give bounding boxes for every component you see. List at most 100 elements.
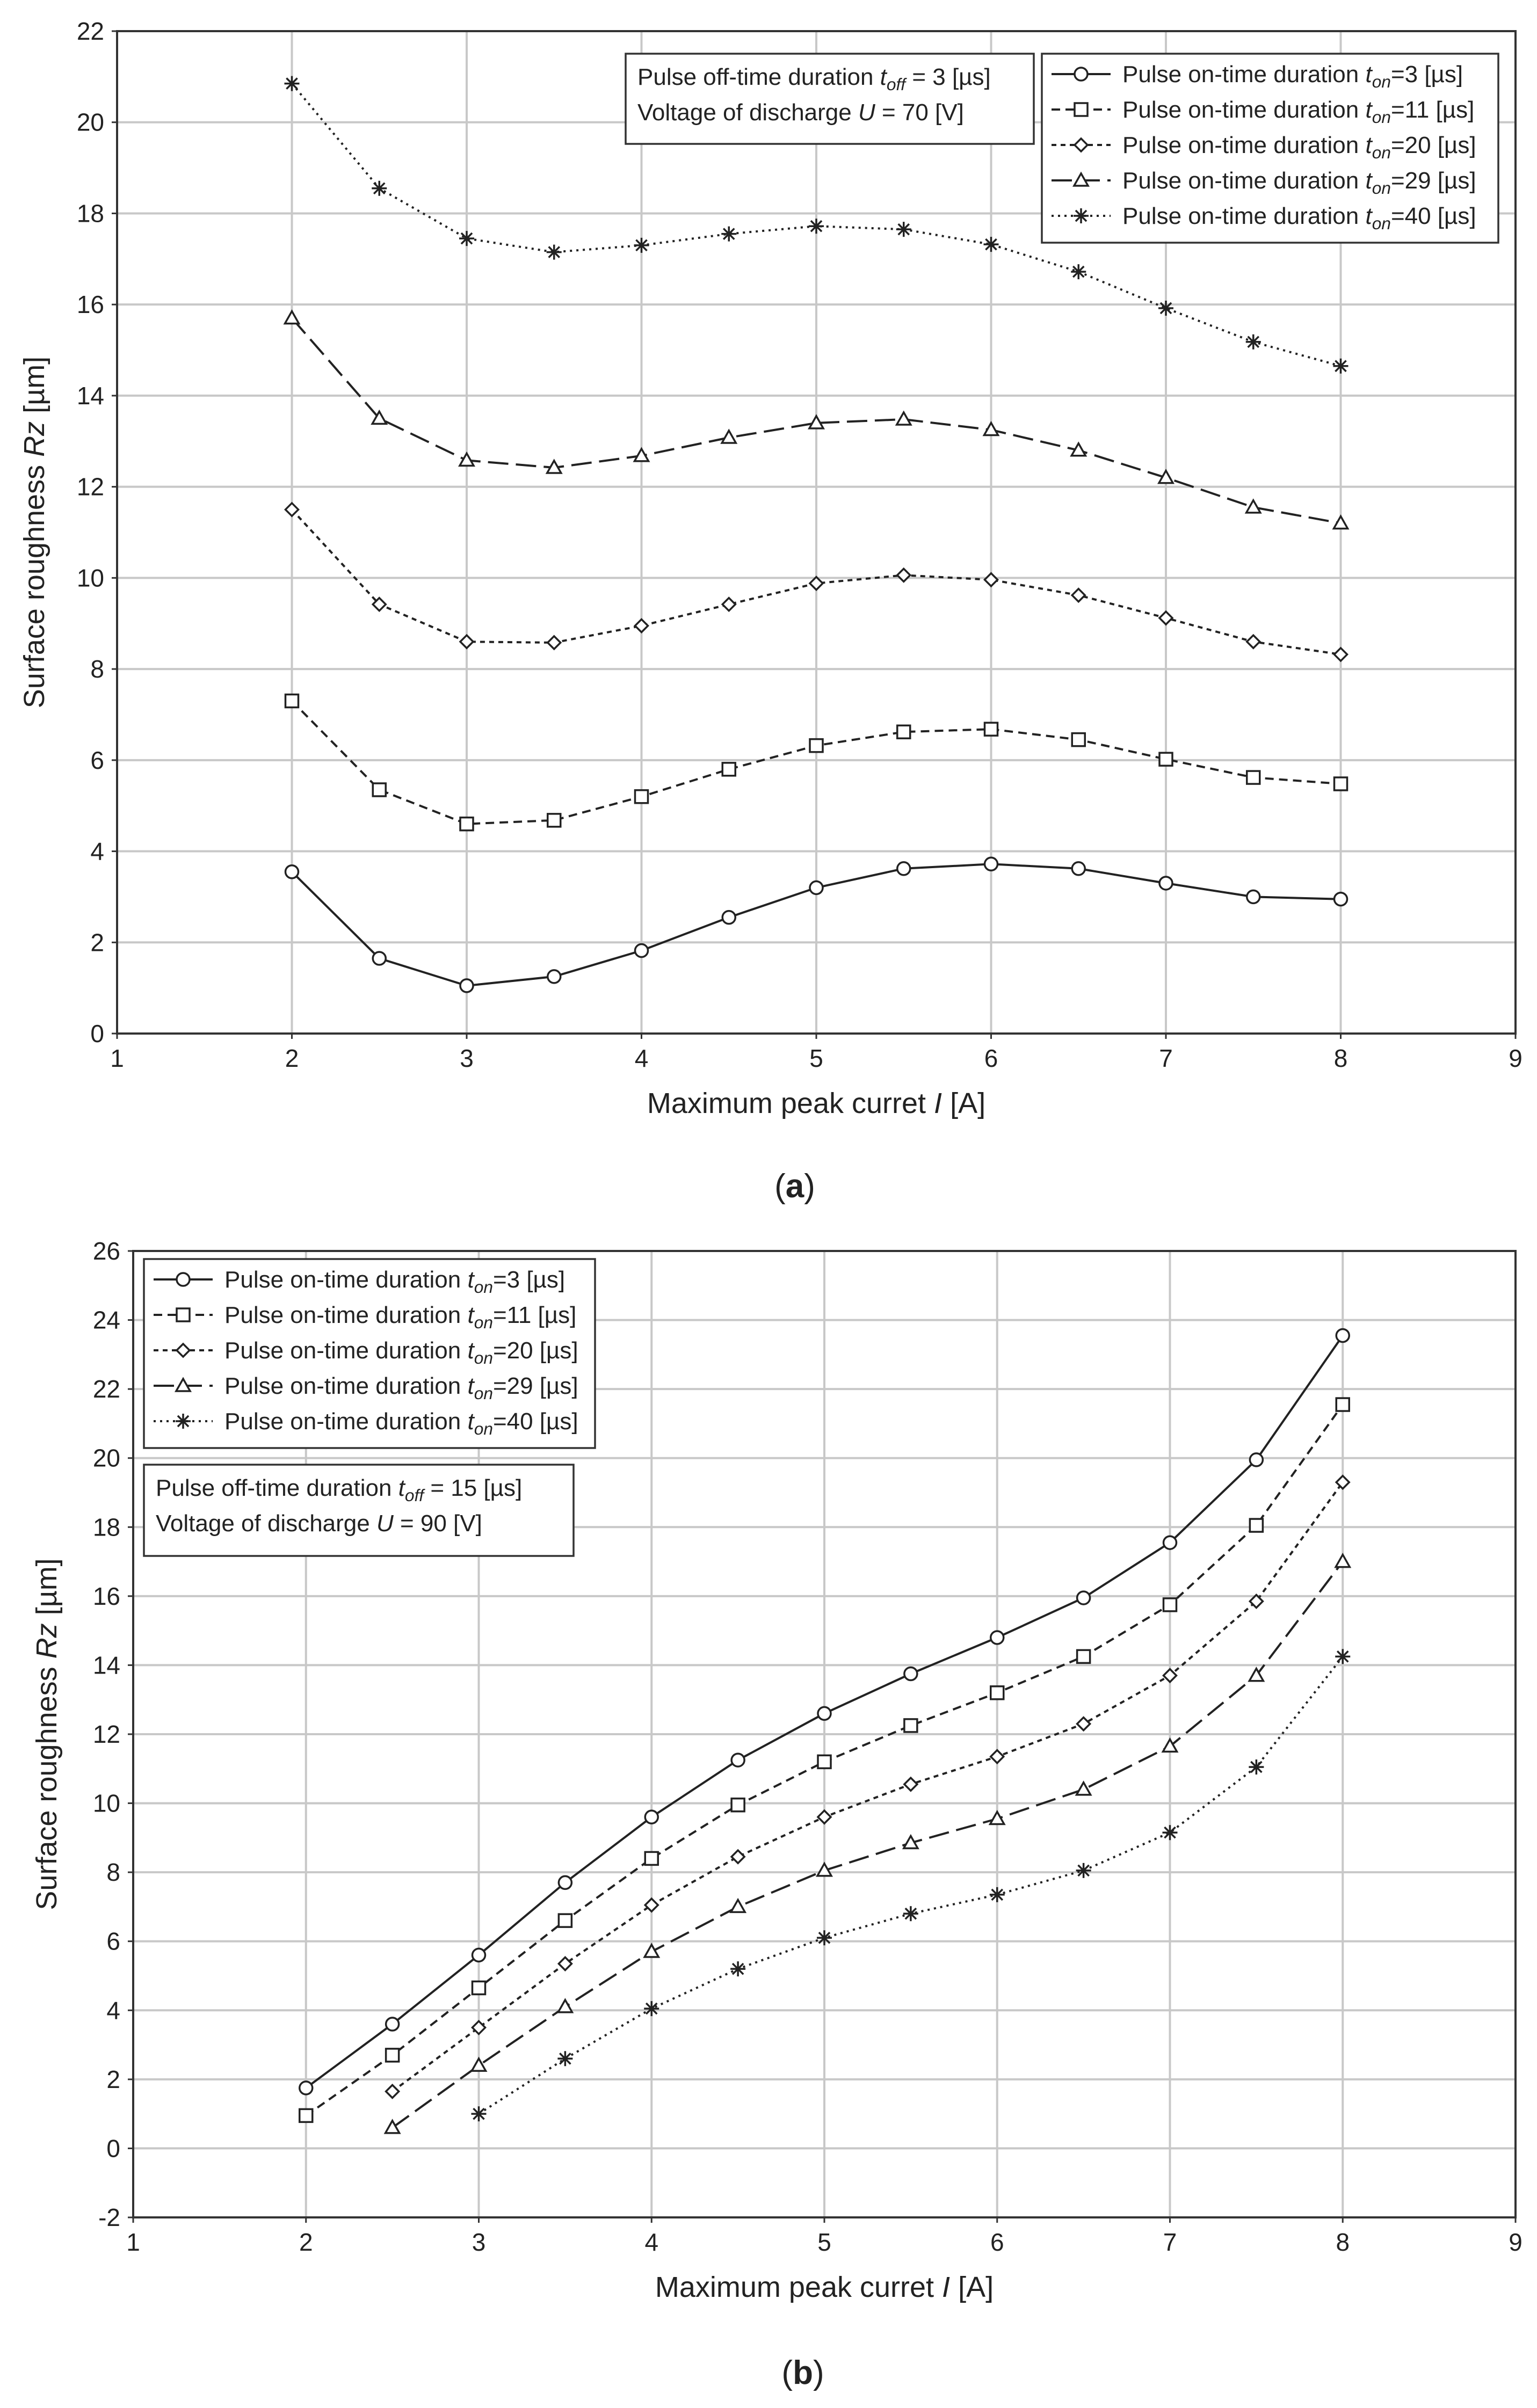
data-point-star <box>817 1930 832 1946</box>
data-point-square <box>1335 1397 1350 1412</box>
data-point-square <box>459 816 474 832</box>
data-point-circle <box>983 856 999 872</box>
data-point-star <box>721 226 737 242</box>
data-point-square <box>896 724 911 739</box>
data-point-star <box>989 1887 1005 1902</box>
legend-marker-star <box>176 1414 191 1429</box>
data-point-triangle <box>371 409 388 425</box>
data-point-circle <box>1335 1328 1350 1343</box>
y-axis-label: Surface roughness Rz [µm] <box>31 1558 63 1910</box>
x-tick-label: 7 <box>1159 1044 1173 1072</box>
data-point-triangle <box>283 309 301 325</box>
x-axis-label: Maximum peak curret I [A] <box>655 2271 994 2303</box>
data-point-square <box>730 1798 745 1813</box>
data-point-square <box>903 1718 918 1733</box>
data-point-diamond <box>1158 610 1174 626</box>
data-point-square <box>471 1980 487 1996</box>
data-point-triangle <box>1334 1553 1352 1568</box>
x-tick-label: 2 <box>299 2228 313 2256</box>
x-tick-label: 5 <box>809 1044 823 1072</box>
condition-line: Pulse off-time duration toff = 3 [µs] <box>637 64 991 94</box>
y-tick-label: 18 <box>93 1513 120 1541</box>
data-point-triangle <box>1075 1780 1092 1796</box>
data-point-triangle <box>470 2056 488 2072</box>
x-tick-label: 8 <box>1334 1044 1348 1072</box>
x-tick-label: 2 <box>285 1044 299 1072</box>
data-point-circle <box>644 1809 659 1825</box>
data-point-circle <box>471 1947 487 1963</box>
y-tick-label: 4 <box>90 838 104 865</box>
data-point-diamond <box>1335 1474 1351 1490</box>
data-point-square <box>990 1685 1005 1700</box>
data-point-square <box>372 782 387 797</box>
data-point-square <box>1333 776 1349 791</box>
series-11us <box>299 1397 1350 2123</box>
chart-panel-b: 1 2 3 4 5 6 7 8 9-202468101214161820222426Maximu… <box>31 1237 1523 2391</box>
y-tick-label: 22 <box>93 1375 120 1403</box>
y-tick-label: 16 <box>93 1582 120 1610</box>
condition-line: Voltage of discharge U = 70 [V] <box>637 99 964 126</box>
data-point-circle <box>730 1752 745 1767</box>
y-tick-label: 0 <box>90 1020 104 1047</box>
series-20us <box>284 501 1349 663</box>
data-point-square <box>1076 1649 1091 1664</box>
legend-entry-label: Pulse on-time duration ton=40 [µs] <box>1122 203 1476 233</box>
data-point-diamond <box>371 596 387 613</box>
data-point-circle <box>1158 876 1173 891</box>
y-tick-label: 2 <box>106 2065 120 2093</box>
series-line <box>392 1481 1344 2093</box>
data-point-triangle <box>556 1998 574 2013</box>
legend-box <box>1041 53 1499 244</box>
legend-marker-diamond <box>175 1342 191 1358</box>
data-point-circle <box>284 864 300 879</box>
condition-line: Pulse off-time duration toff = 15 [µs] <box>156 1475 522 1505</box>
data-point-square <box>817 1754 832 1770</box>
x-tick-label: 8 <box>1336 2228 1350 2256</box>
x-tick-label: 1 <box>110 1044 124 1072</box>
data-point-star <box>644 2001 659 2017</box>
data-point-star <box>372 180 387 196</box>
data-point-circle <box>634 943 649 958</box>
panel-caption: (b) <box>781 2354 824 2391</box>
condition-line: Voltage of discharge U = 90 [V] <box>156 1510 482 1537</box>
data-point-circle <box>1076 1590 1091 1605</box>
x-tick-label: 6 <box>990 2228 1004 2256</box>
data-point-triangle <box>808 414 825 430</box>
x-tick-label: 4 <box>644 2228 658 2256</box>
data-point-square <box>1249 1518 1264 1533</box>
data-point-diamond <box>634 617 649 634</box>
y-tick-label: 16 <box>77 290 104 318</box>
data-point-square <box>1246 770 1261 785</box>
data-point-star <box>471 2106 487 2122</box>
data-point-triangle <box>633 447 650 462</box>
data-point-diamond <box>808 576 824 592</box>
data-point-diamond <box>989 1749 1005 1765</box>
data-point-star <box>809 219 824 234</box>
legend-marker-diamond <box>1073 137 1089 153</box>
y-tick-label: -2 <box>98 2203 120 2231</box>
legend-entry-label: Pulse on-time duration ton=11 [µs] <box>224 1302 576 1332</box>
data-point-square <box>809 738 824 753</box>
data-point-diamond <box>385 2083 401 2099</box>
x-tick-label: 3 <box>460 1044 474 1072</box>
data-point-star <box>1333 358 1349 374</box>
y-tick-label: 22 <box>77 17 104 45</box>
legend-marker-triangle <box>175 1377 192 1392</box>
y-tick-label: 6 <box>90 746 104 774</box>
series-line <box>392 1561 1344 2129</box>
data-point-star <box>284 76 300 91</box>
data-point-diamond <box>459 634 475 650</box>
series-40us <box>284 76 1349 374</box>
conditions-box: Pulse off-time duration toff = 15 [µs] Vo… <box>143 1464 575 1557</box>
data-point-triangle <box>895 410 912 426</box>
legend-marker-star <box>1074 208 1089 223</box>
data-point-diamond <box>557 1956 573 1971</box>
y-tick-label: 14 <box>93 1651 120 1679</box>
data-point-circle <box>1249 1452 1264 1467</box>
data-point-star <box>546 244 562 260</box>
data-point-star <box>557 2051 573 2067</box>
y-tick-label: 8 <box>106 1858 120 1886</box>
series-3us <box>299 1328 1350 2096</box>
y-tick-label: 10 <box>93 1789 120 1817</box>
y-tick-label: 2 <box>90 928 104 956</box>
